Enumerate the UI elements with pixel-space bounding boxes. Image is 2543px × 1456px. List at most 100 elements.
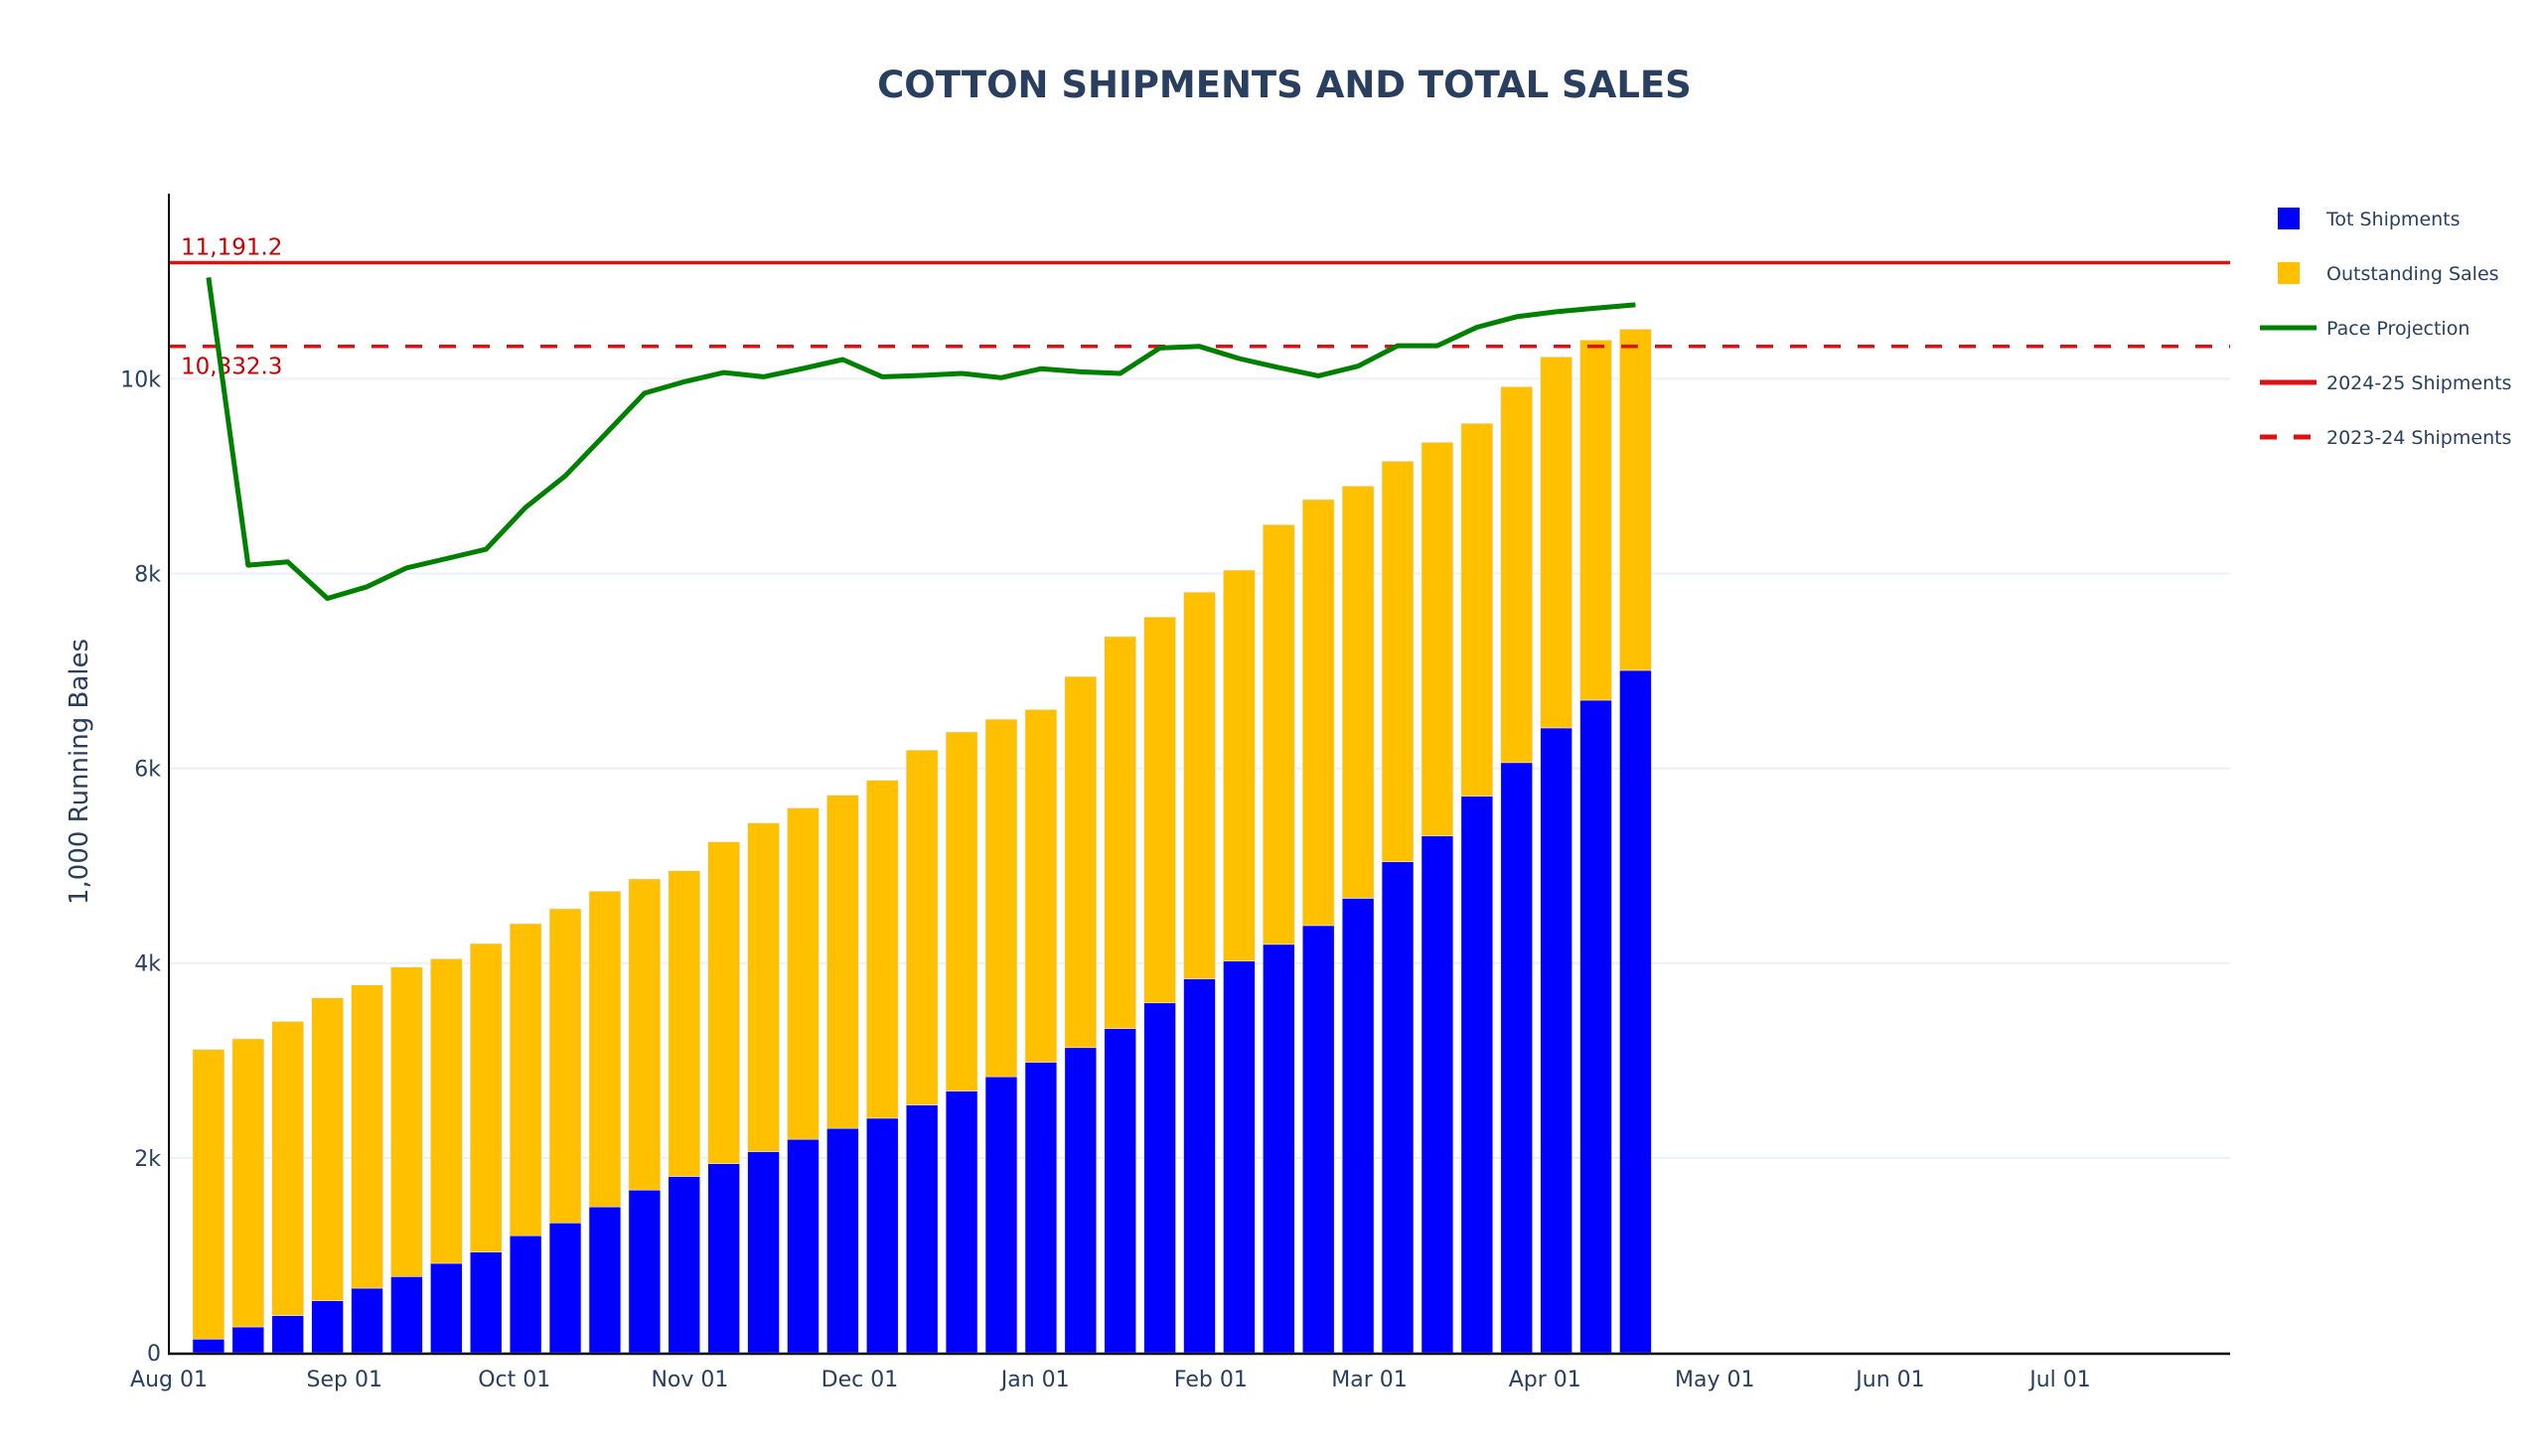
bar-tot-shipments (905, 1104, 939, 1354)
bar-outstanding-sales (1064, 675, 1098, 1049)
bar-tot-shipments (311, 1300, 344, 1354)
bar-outstanding-sales (1183, 591, 1216, 979)
reference-lines: 11,191.2 10,332.3 (169, 235, 2230, 380)
bars (192, 329, 1652, 1354)
axes (168, 194, 2230, 1356)
legend-label: Outstanding Sales (2326, 263, 2499, 285)
y-axis-label: 1,000 Running Bales (65, 639, 94, 905)
bar-tot-shipments (469, 1251, 503, 1354)
y-tick-label: 6k (134, 758, 161, 783)
bar-outstanding-sales (1619, 329, 1652, 671)
x-tick-label: Nov 01 (651, 1368, 728, 1392)
legend-item[interactable]: Tot Shipments (2278, 208, 2461, 230)
bar-tot-shipments (668, 1176, 701, 1354)
bar-tot-shipments (787, 1138, 820, 1354)
bar-tot-shipments (1143, 1002, 1176, 1354)
pace-projection-line (206, 277, 1636, 601)
y-tick-label: 4k (134, 952, 161, 977)
bar-tot-shipments (747, 1151, 780, 1354)
hline-annotation: 11,191.2 (181, 235, 282, 261)
bar-outstanding-sales (1301, 499, 1335, 927)
bar-tot-shipments (1183, 978, 1216, 1354)
x-tick-label: Mar 01 (1331, 1368, 1408, 1392)
y-tick-label: 10k (120, 367, 161, 392)
bar-outstanding-sales (548, 908, 582, 1224)
bar-tot-shipments (866, 1117, 899, 1354)
bar-tot-shipments (1024, 1062, 1058, 1354)
x-tick-label: Oct 01 (478, 1368, 550, 1392)
bar-tot-shipments (430, 1262, 463, 1354)
x-tick-label: Jun 01 (1854, 1368, 1924, 1392)
bar-outstanding-sales (390, 966, 423, 1277)
x-tick-label: Aug 01 (130, 1368, 208, 1392)
bar-outstanding-sales (866, 780, 899, 1119)
bar-outstanding-sales (430, 958, 463, 1264)
bar-tot-shipments (1619, 669, 1652, 1354)
x-tick-label: Jul 01 (2027, 1368, 2091, 1392)
bar-outstanding-sales (707, 841, 740, 1164)
bar-tot-shipments (826, 1127, 859, 1354)
bar-tot-shipments (1064, 1047, 1098, 1354)
bar-outstanding-sales (1024, 709, 1058, 1063)
legend-item[interactable]: Outstanding Sales (2278, 262, 2499, 285)
bar-outstanding-sales (1421, 442, 1454, 836)
x-tick-labels: Aug 01 Sep 01 Oct 01 Nov 01 Dec 01 Jan 01 Feb … (130, 1368, 2091, 1392)
bar-tot-shipments (390, 1276, 423, 1354)
bar-outstanding-sales (311, 997, 344, 1301)
legend-swatch-yellow-square-icon (2278, 262, 2300, 284)
y-tick-label: 8k (134, 562, 161, 587)
x-tick-label: May 01 (1675, 1368, 1754, 1392)
bar-tot-shipments (1341, 898, 1375, 1354)
legend-item[interactable]: 2023-24 Shipments (2260, 427, 2511, 449)
bar-outstanding-sales (826, 795, 859, 1129)
x-tick-label: Jan 01 (999, 1368, 1070, 1392)
bar-tot-shipments (1579, 699, 1612, 1354)
bar-outstanding-sales (1460, 423, 1494, 797)
bar-outstanding-sales (1540, 357, 1572, 729)
bar-tot-shipments (1421, 835, 1454, 1354)
bar-tot-shipments (707, 1163, 740, 1354)
hline-annotation: 10,332.3 (181, 355, 282, 380)
bar-tot-shipments (984, 1076, 1018, 1354)
bar-tot-shipments (1540, 727, 1572, 1354)
legend-label: Pace Projection (2326, 318, 2469, 340)
bar-tot-shipments (1301, 925, 1335, 1354)
bar-tot-shipments (351, 1287, 383, 1354)
y-tick-label: 2k (134, 1147, 161, 1172)
bar-outstanding-sales (588, 891, 622, 1208)
bar-outstanding-sales (1143, 616, 1176, 1004)
bar-outstanding-sales (1223, 569, 1256, 961)
bar-outstanding-sales (351, 984, 383, 1289)
bar-outstanding-sales (905, 749, 939, 1105)
bar-outstanding-sales (1104, 636, 1136, 1029)
bar-outstanding-sales (787, 807, 820, 1140)
legend-label: Tot Shipments (2325, 209, 2461, 230)
legend-item[interactable]: Pace Projection (2260, 318, 2469, 340)
bar-tot-shipments (628, 1189, 662, 1354)
legend-swatch-blue-square-icon (2278, 208, 2300, 229)
bar-outstanding-sales (945, 731, 978, 1092)
chart-title: COTTON SHIPMENTS AND TOTAL SALES (877, 64, 1692, 106)
bar-tot-shipments (192, 1338, 225, 1354)
legend[interactable]: Tot Shipments Outstanding Sales Pace Proje… (2260, 208, 2511, 449)
x-tick-label: Apr 01 (1509, 1368, 1581, 1392)
bar-outstanding-sales (469, 943, 503, 1252)
x-tick-label: Feb 01 (1174, 1368, 1248, 1392)
legend-label: 2023-24 Shipments (2326, 427, 2511, 449)
y-tick-labels: 0 2k 4k 6k 8k 10k (120, 367, 161, 1367)
bar-outstanding-sales (231, 1038, 265, 1328)
legend-item[interactable]: 2024-25 Shipments (2260, 372, 2511, 394)
bar-tot-shipments (588, 1206, 622, 1354)
bar-outstanding-sales (1579, 340, 1612, 701)
bar-outstanding-sales (271, 1021, 304, 1316)
bar-tot-shipments (1381, 861, 1415, 1354)
bar-outstanding-sales (1341, 486, 1375, 899)
bar-tot-shipments (945, 1091, 978, 1354)
y-tick-label: 0 (147, 1342, 161, 1367)
x-tick-label: Dec 01 (822, 1368, 899, 1392)
x-tick-label: Sep 01 (306, 1368, 381, 1392)
bar-tot-shipments (509, 1235, 542, 1354)
bar-outstanding-sales (192, 1049, 225, 1340)
bar-outstanding-sales (668, 870, 701, 1177)
